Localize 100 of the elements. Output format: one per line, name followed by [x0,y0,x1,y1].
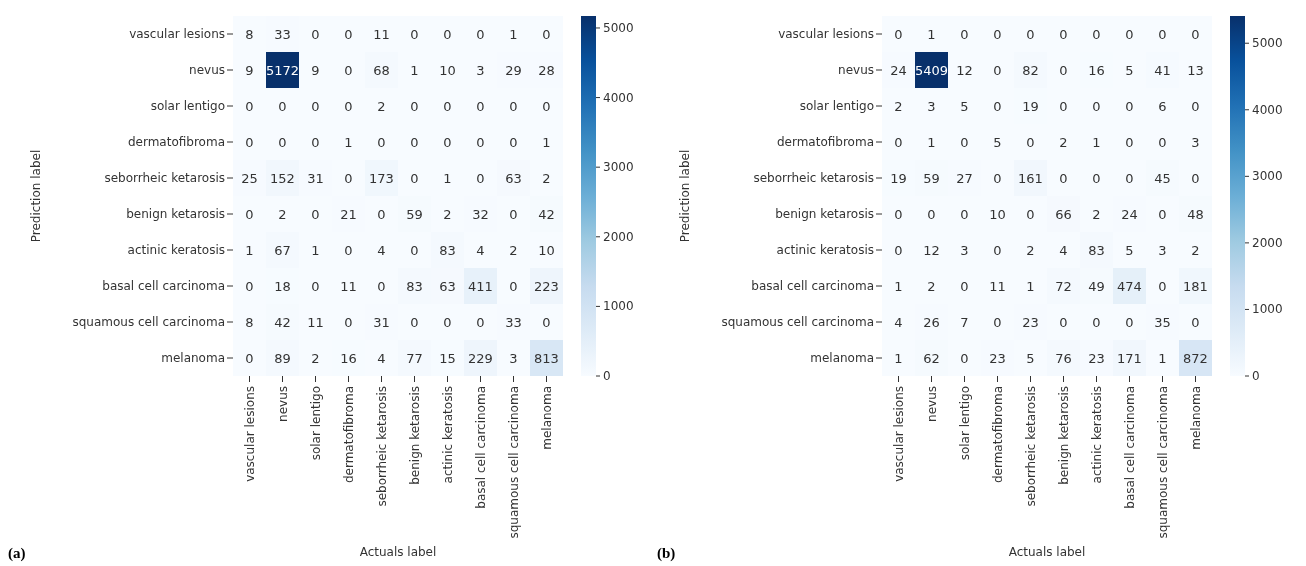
data-label: 0 [245,206,254,222]
data-label: 1 [443,170,452,186]
x-tick-label: seborrheic ketarosis [374,386,389,507]
data-label: 0 [1125,170,1134,186]
data-label: 31 [307,170,324,186]
data-label: 28 [538,62,555,78]
data-label: 63 [505,170,522,186]
text: (a) [8,545,26,562]
x-tick-label: solar lentigo [957,386,972,461]
data-label: 0 [1059,26,1068,42]
data-label: 0 [542,98,551,114]
data-label: 8 [245,314,254,330]
y-tick-label: basal cell carcinoma [102,279,225,294]
data-label: 0 [377,134,386,150]
data-label: 0 [344,98,353,114]
color-bar-label: 4000 [603,90,634,105]
data-label: 0 [377,206,386,222]
color-bar-label: 5000 [1252,36,1283,51]
data-label: 77 [406,350,423,366]
data-label: 0 [410,314,419,330]
data-label: 42 [274,314,291,330]
data-label: 0 [377,278,386,294]
data-label: 68 [373,62,390,78]
data-label: 0 [476,26,485,42]
x-tick-label: nevus [924,386,939,422]
data-label: 4 [377,242,386,258]
data-label: 0 [410,170,419,186]
data-label: 11 [989,278,1006,294]
data-label: 0 [311,26,320,42]
data-label: 33 [274,26,291,42]
data-label: 0 [1125,314,1134,330]
data-label: 27 [956,170,973,186]
data-label: 0 [476,314,485,330]
x-tick-label: basal cell carcinoma [473,386,488,509]
data-label: 0 [542,314,551,330]
data-label: 4 [377,350,386,366]
data-label: 2 [278,206,287,222]
data-label: 872 [1183,350,1208,366]
data-label: 21 [340,206,357,222]
data-label: 0 [245,278,254,294]
text: (b) [657,545,676,562]
data-label: 83 [406,278,423,294]
x-axis-title: Actuals label [1008,545,1086,559]
data-label: 0 [1026,206,1035,222]
data-label: 0 [960,206,969,222]
data-label: 0 [278,134,287,150]
data-label: 3 [960,242,969,258]
data-label: 4 [894,314,903,330]
data-label: 0 [344,314,353,330]
data-label: 10 [989,206,1006,222]
data-label: 5 [993,134,1002,150]
data-label: 0 [344,242,353,258]
data-label: 0 [443,314,452,330]
data-label: 0 [509,206,518,222]
y-tick-label: benign ketarosis [775,207,874,222]
data-label: 0 [1158,134,1167,150]
data-label: 1 [1026,278,1035,294]
x-tick-label: squamous cell carcinoma [1155,386,1170,539]
data-label: 0 [1158,206,1167,222]
x-tick-label: seborrheic ketarosis [1023,386,1038,507]
x-axis-title: Actuals label [359,545,437,559]
data-label: 13 [1187,62,1204,78]
data-label: 11 [340,278,357,294]
data-label: 31 [373,314,390,330]
data-label: 16 [340,350,357,366]
y-tick-label: nevus [838,63,874,78]
x-tick-label: melanoma [539,386,554,450]
y-tick-label: dermatofibroma [776,135,874,150]
data-label: 1 [1092,134,1101,150]
data-label: 0 [1092,170,1101,186]
data-label: 2 [1026,242,1035,258]
data-label: 0 [894,206,903,222]
data-label: 7 [960,314,969,330]
data-label: 49 [1088,278,1105,294]
data-label: 5409 [914,62,949,78]
y-tick-label: solar lentigo [150,99,225,114]
y-axis-title: Prediction label [678,149,693,243]
data-label: 181 [1183,278,1208,294]
data-label: 0 [960,350,969,366]
y-tick-label: benign ketarosis [126,207,225,222]
data-label: 0 [1059,314,1068,330]
data-label: 0 [542,26,551,42]
data-label: 1 [509,26,518,42]
data-label: 62 [923,350,940,366]
data-label: 5172 [265,62,300,78]
data-label: 1 [894,350,903,366]
x-tick-label: dermatofibroma [341,386,356,484]
data-label: 0 [344,62,353,78]
x-tick-label: basal cell carcinoma [1122,386,1137,509]
data-label: 72 [1055,278,1072,294]
data-label: 1 [311,242,320,258]
data-label: 19 [890,170,907,186]
data-label: 42 [538,206,555,222]
data-label: 5 [960,98,969,114]
y-axis-title: Prediction label [29,149,44,243]
data-label: 35 [1154,314,1171,330]
x-tick-label: squamous cell carcinoma [506,386,521,539]
data-label: 0 [1059,170,1068,186]
data-label: 0 [960,26,969,42]
data-label: 474 [1117,278,1142,294]
